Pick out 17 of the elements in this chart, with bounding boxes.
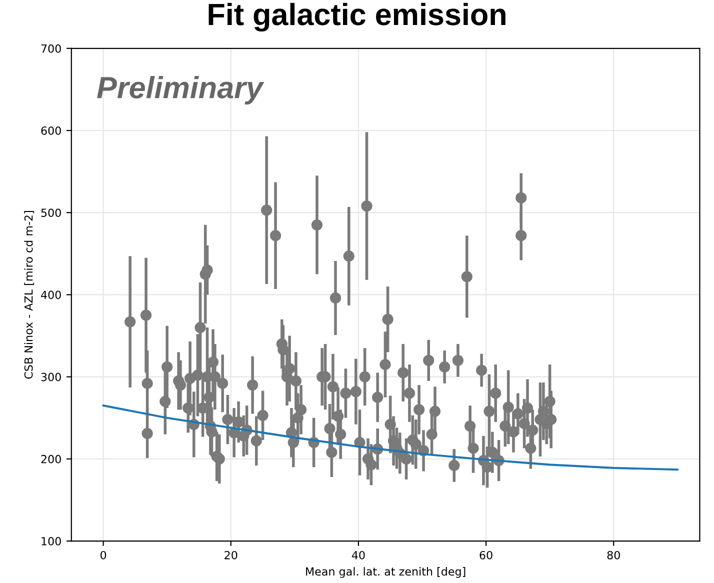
x-tick-label: 40 xyxy=(352,550,365,560)
y-tick-label: 400 xyxy=(41,290,61,300)
x-axis-title: Mean gal. lat. at zenith [deg] xyxy=(306,567,466,578)
y-tick-label: 700 xyxy=(41,44,61,53)
x-tick-label: 80 xyxy=(607,550,620,560)
chart-title: Fit galactic emission xyxy=(208,2,506,32)
y-tick-label: 100 xyxy=(42,537,61,546)
x-tick-label: 60 xyxy=(480,550,492,560)
line-series xyxy=(102,404,678,471)
y-tick-label: 600 xyxy=(41,126,61,135)
y-tick-label: 200 xyxy=(41,454,61,464)
y-axis-title: CSB Ninox - AZL [miro cd m-2] xyxy=(24,211,34,379)
y-tick-label: 500 xyxy=(41,208,61,217)
annotation: Preliminary xyxy=(97,76,264,105)
y-tick-label: 300 xyxy=(41,372,61,382)
x-tick-label: 20 xyxy=(224,550,238,560)
x-tick-label: 0 xyxy=(100,550,106,560)
